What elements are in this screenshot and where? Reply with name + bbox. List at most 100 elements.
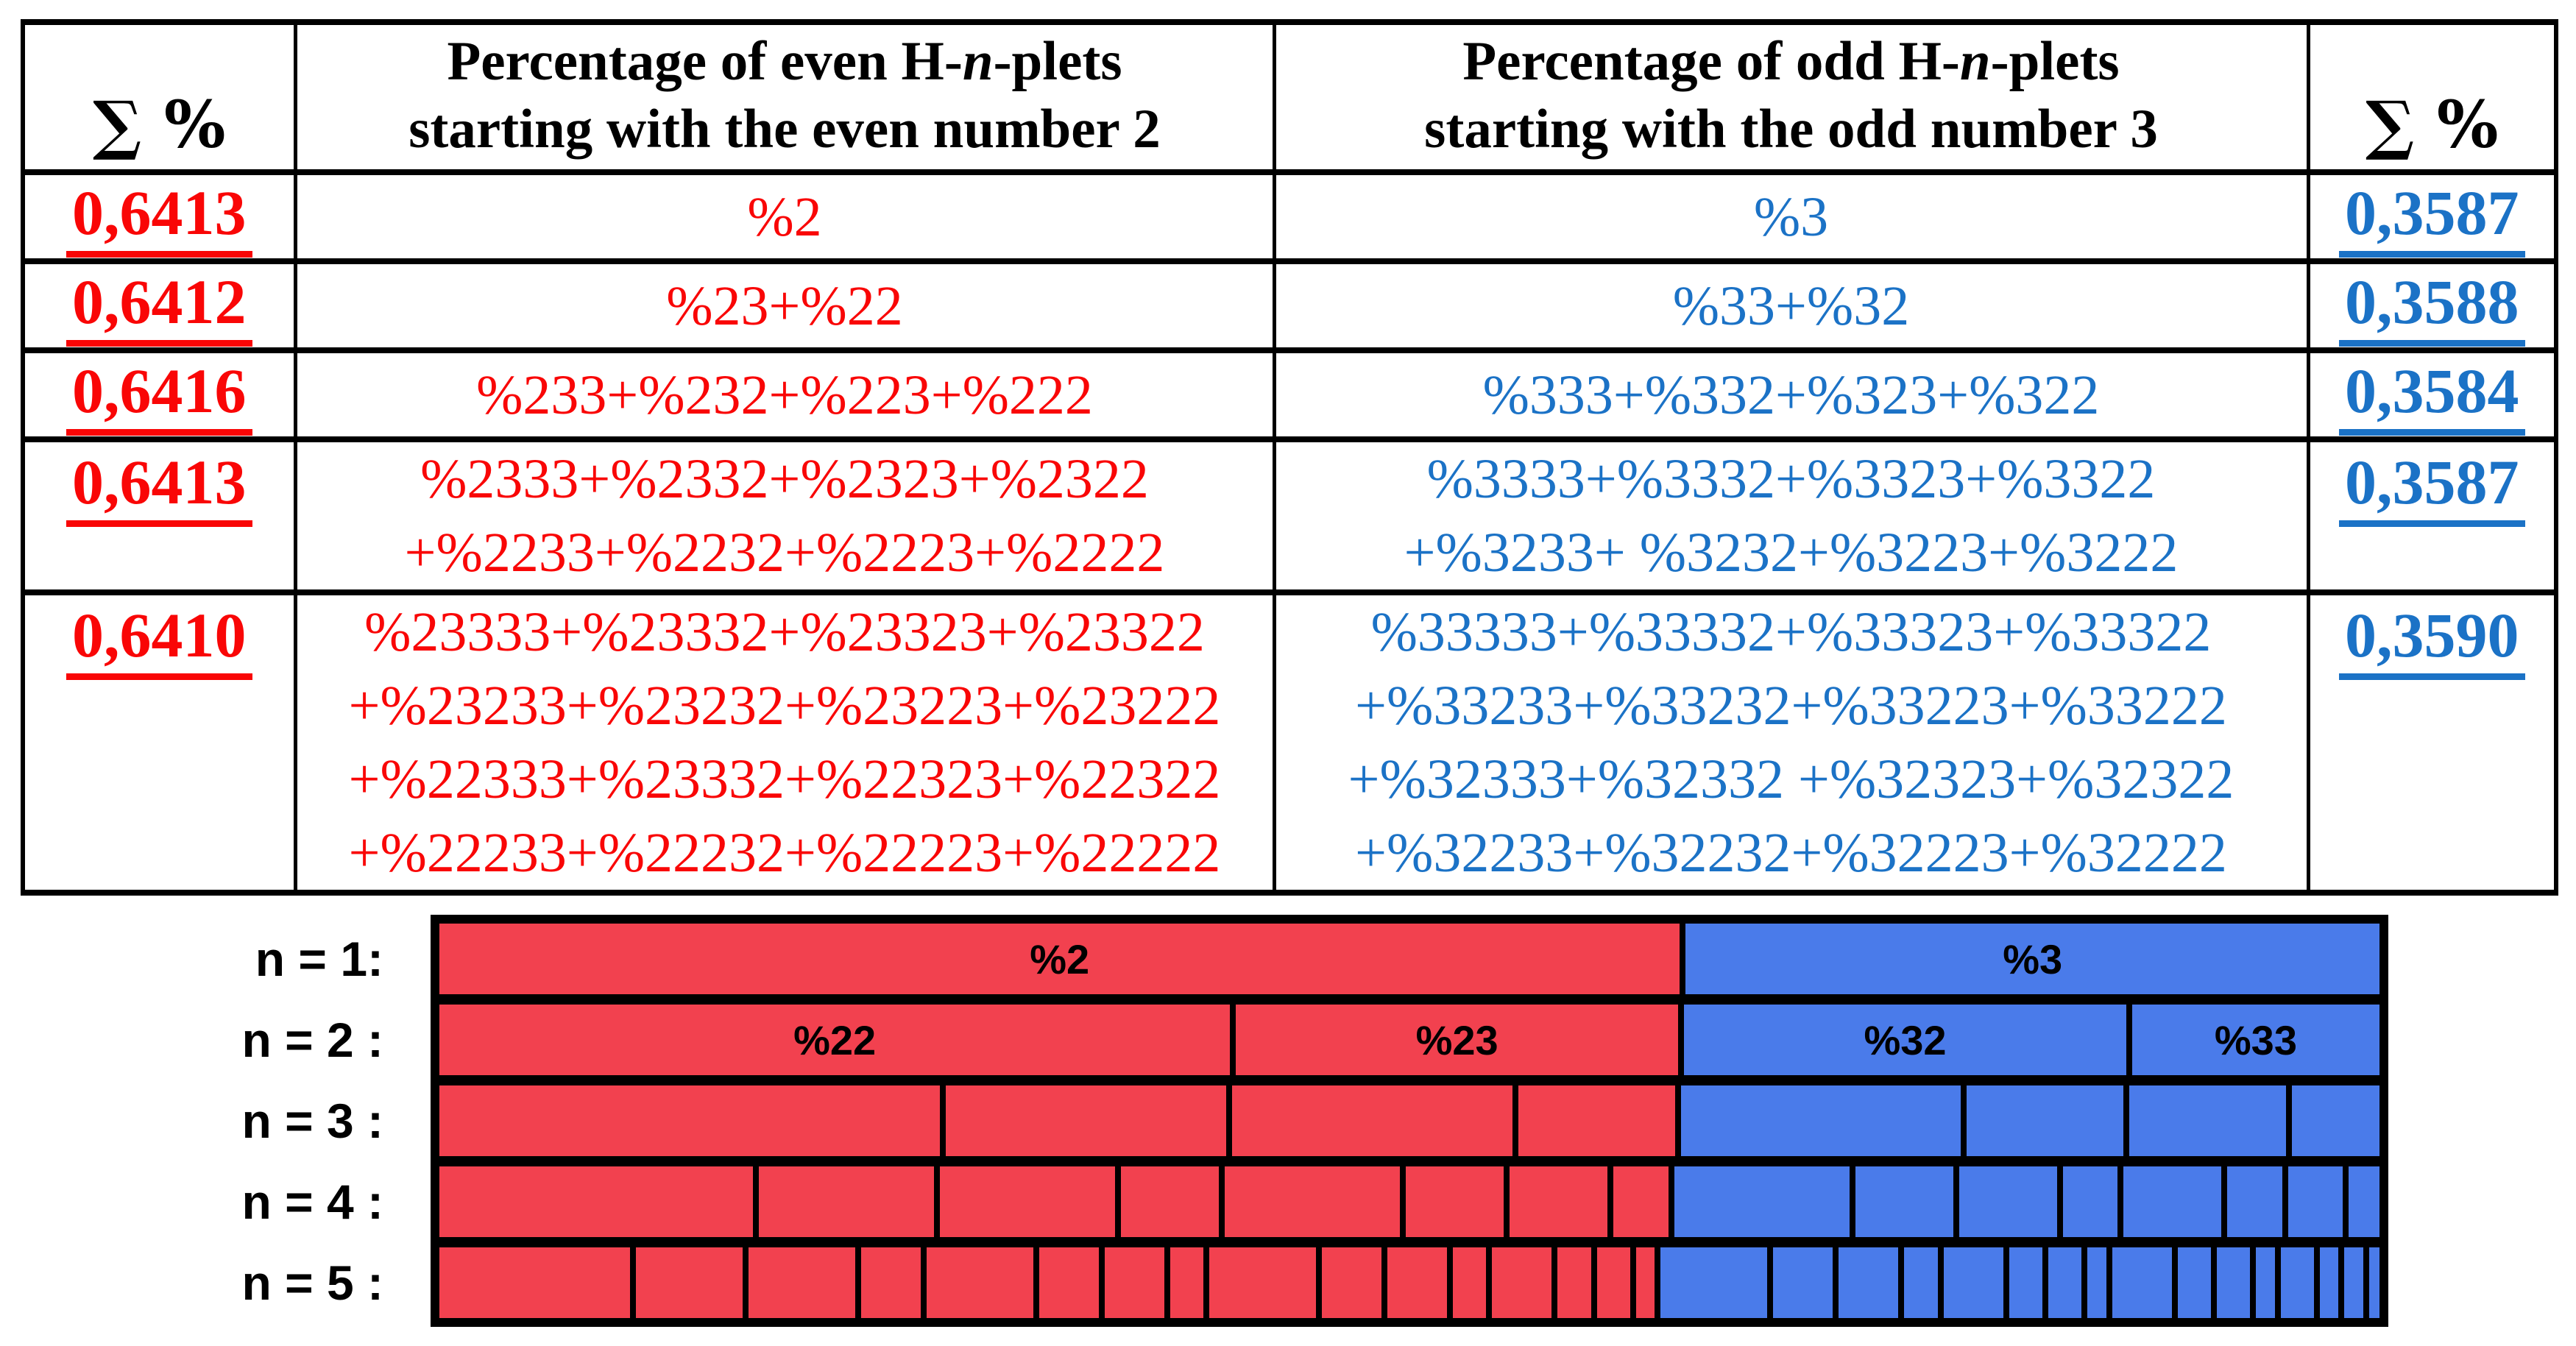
formula-line: %333+%332+%323+%322 [1482,364,2100,426]
chart-row-label: n = 2 : [241,1013,383,1067]
formula-line: +%22233+%22232+%22223+%22222 [348,822,1221,884]
chart-row-label: n = 1: [255,932,383,986]
chart-segment-2232 [939,1166,1115,1237]
sum-even-cell: 0,6410 [21,589,297,896]
chart-segment-23232 [1387,1247,1448,1318]
chart-segment-22332 [1104,1247,1164,1318]
odd-formula-cell: %333+%332+%323+%322 [1272,347,2310,442]
odd-formula-cell: %33+%32 [1272,258,2310,353]
chart-segment-2222 [439,1166,753,1237]
chart-segment-22323 [1038,1247,1099,1318]
chart-segment-23332 [1596,1247,1631,1318]
chart-segment-3: %3 [1685,924,2379,994]
chart-segment-2333 [1613,1166,1669,1237]
formula-line: %3333+%3332+%3323+%3322 [1426,448,2156,510]
formula-line: %2333+%2332+%2323+%2322 [420,448,1149,510]
sum-even-value: 0,6416 [66,356,252,433]
chart-segment-32322 [1943,1247,2003,1318]
sum-odd-cell: 0,3587 [2306,436,2558,595]
sum-odd-cell: 0,3588 [2306,258,2558,353]
chart-segment-223 [946,1085,1227,1156]
chart-segment-32333 [2087,1247,2106,1318]
sum-even-cell: 0,6416 [21,347,297,442]
chart-segment-3233 [2062,1166,2118,1237]
chart-segment-33322 [2280,1247,2315,1318]
even-formula-cell: %2333+%2332+%2323+%2322 +%2233+%2232+%222… [293,436,1276,595]
sum-symbol-right: ∑ % [2365,86,2499,163]
chart-segment-222 [439,1085,941,1156]
even-column-header: Percentage of even H-n-plets starting wi… [293,19,1276,175]
sum-odd-value: 0,3590 [2339,600,2525,680]
even-formula-cell: %2 [293,169,1276,264]
sum-even-value: 0,6412 [66,267,252,344]
sum-even-cell: 0,6412 [21,258,297,353]
formula-line: +%32333+%32332 +%32323+%32322 [1348,748,2234,810]
sum-odd-cell: 0,3587 [2306,169,2558,264]
chart-row-n1: %2 %3 [439,924,2379,994]
formula-line: +%22333+%23332+%22323+%22322 [348,748,1221,810]
chart-segment-23223 [1321,1247,1381,1318]
table-body: 0,6413 %2 %3 0,3587 0,6412 %23+%22 %33+%32 0,35… [21,169,2558,896]
chart-segment-232 [1232,1085,1512,1156]
chart-segment-23233 [1453,1247,1487,1318]
table-row: 0,6416 %233+%232+%223+%222 %333+%332+%323+… [21,347,2558,442]
chart-segment-22233 [860,1247,921,1318]
even-formula-cell: %23333+%23332+%23323+%23322 +%23233+%2323… [293,589,1276,896]
chart-segment-32222 [1660,1247,1768,1318]
chart-segment-22222 [439,1247,631,1318]
table-row: 0,6413 %2333+%2332+%2323+%2322 +%2233+%223… [21,436,2558,595]
odd-formula-cell: %3333+%3332+%3323+%3322 +%3233+ %3232+%32… [1272,436,2310,595]
sum-odd-cell: 0,3590 [2306,589,2558,896]
chart-row-label: n = 4 : [241,1175,383,1229]
chart-segment-32: %32 [1684,1005,2126,1075]
formula-line: %2 [747,185,822,248]
chart-segment-2233 [1120,1166,1219,1237]
chart-segment-32232 [1839,1247,1899,1318]
sum-odd-value: 0,3587 [2339,178,2525,255]
chart-segment-22223 [636,1247,743,1318]
odd-header-line1: Percentage of odd H-n-plets [1462,31,2120,92]
percentage-table: ∑ % Percentage of even H-n-plets startin… [21,19,2558,896]
chart-segment-32323 [2009,1247,2043,1318]
formula-line: %33333+%33332+%33323+%33322 [1370,601,2212,663]
chart-segment-2322 [1224,1166,1400,1237]
chart-segment-33222 [2112,1247,2172,1318]
chart-segment-23333 [1636,1247,1655,1318]
chart-segment-3222 [1674,1166,1850,1237]
chart-row-n5 [439,1247,2379,1318]
chart-segment-32233 [1904,1247,1938,1318]
formula-line: +%33233+%33232+%33223+%33222 [1355,675,2227,737]
sum-odd-value: 0,3584 [2339,356,2525,433]
chart-row-n2: %22 %23 %32 %33 [439,1005,2379,1075]
chart-segment-333 [2291,1085,2380,1156]
chart-segment-33223 [2177,1247,2212,1318]
formula-line: +%32233+%32232+%32223+%32222 [1355,822,2227,884]
sum-even-value: 0,6413 [66,178,252,255]
formula-line: +%23233+%23232+%23223+%23222 [348,675,1221,737]
chart-segment-3333 [2349,1166,2380,1237]
chart-segment-22232 [748,1247,855,1318]
sum-even-value: 0,6413 [66,447,252,527]
odd-header-line2: starting with the odd number 3 [1424,99,2158,160]
chart-segment-23323 [1557,1247,1591,1318]
mosaic-chart: n = 1: n = 2 : n = 3 : n = 4 : n = 5 : %2 %3%… [188,915,2388,1327]
sum-even-cell: 0,6413 [21,169,297,264]
formula-line: %3 [1753,185,1829,248]
sum-even-cell: 0,6413 [21,436,297,595]
chart-segment-2: %2 [439,924,1680,994]
sum-odd-cell: 0,3584 [2306,347,2558,442]
sum-even-value: 0,6410 [66,600,252,680]
formula-line: %23+%22 [666,274,903,337]
chart-segment-2223 [758,1166,934,1237]
formula-line: %233+%232+%223+%222 [476,364,1093,426]
table-row: 0,6410 %23333+%23332+%23323+%23322 +%23233… [21,589,2558,896]
chart-row-labels: n = 1: n = 2 : n = 3 : n = 4 : n = 5 : [188,915,408,1327]
odd-formula-cell: %3 [1272,169,2310,264]
odd-column-header: Percentage of odd H-n-plets starting wit… [1272,19,2310,175]
chart-segment-33232 [2217,1247,2251,1318]
chart-row-label: n = 5 : [241,1255,383,1310]
chart-segment-23322 [1492,1247,1552,1318]
chart-segment-2332 [1509,1166,1608,1237]
mosaic-rows: %2 %3 %22 %23 %32 %33 [431,915,2388,1327]
table-header-row: ∑ % Percentage of even H-n-plets startin… [21,19,2558,175]
